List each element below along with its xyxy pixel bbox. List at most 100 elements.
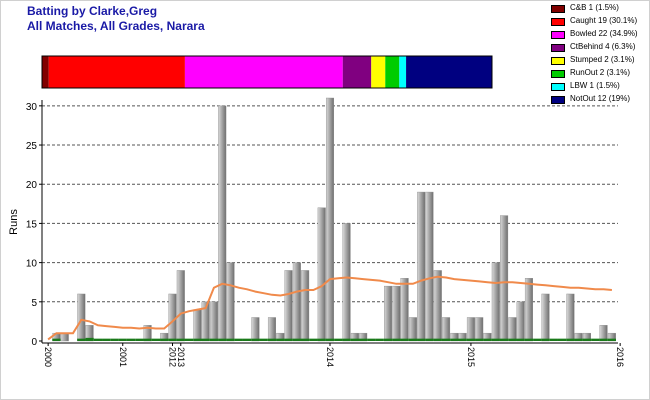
run-bar [392,285,401,342]
run-bar [541,293,550,342]
dismissal-segment [48,56,185,88]
balls-bar [582,338,592,341]
run-bar [325,97,335,342]
balls-bar [599,338,608,341]
run-bar [251,317,260,342]
x-tick-labels: 20002001201220132014201520162017 [43,343,625,367]
legend-label: Bowled 22 (34.9%) [570,29,638,38]
x-tick-label: 2000 [43,347,53,367]
balls-bar [425,338,434,341]
balls-bar [475,338,484,341]
balls-bar [359,338,368,341]
balls-bar [383,338,393,341]
chart-title: Batting by Clarke,Greg [27,4,158,18]
run-bar [408,317,417,342]
legend-swatch [551,18,565,26]
run-bar [491,262,500,342]
balls-bar [334,338,343,341]
legend-swatch [551,96,565,104]
run-bar [301,270,310,342]
run-bar [218,105,227,342]
legend-swatch [551,31,565,39]
balls-bar [118,338,127,341]
balls-bar [209,338,219,341]
balls-bar [135,338,144,341]
run-bar [60,332,69,342]
balls-bar [466,338,476,341]
x-tick-label: 2015 [466,347,476,367]
balls-bar [549,338,558,341]
balls-bar [234,338,243,341]
balls-bar [450,338,459,341]
run-bar [524,278,533,342]
run-bar [433,270,442,342]
run-bar [209,301,218,342]
legend-swatch [551,57,565,65]
balls-bar [392,338,401,341]
balls-bar [143,338,152,341]
legend-label: C&B 1 (1.5%) [570,3,619,12]
run-bar [442,317,451,342]
y-tick-label: 0 [31,337,37,348]
balls-bar [110,338,119,341]
balls-bar [259,338,268,341]
legend-label: Stumped 2 (3.1%) [570,55,635,64]
balls-bar [607,338,616,341]
legend-label: Caught 19 (30.1%) [570,16,638,25]
run-bar [425,191,434,342]
dismissal-segment [385,56,400,88]
balls-bar [408,338,418,341]
x-tick-label: 2014 [325,347,335,367]
run-bar [176,270,185,342]
average-line [47,275,612,341]
balls-bar [193,338,202,341]
balls-bar [516,338,525,341]
dismissal-bar [41,55,493,89]
y-tick-labels: 0 5 10 15 20 25 30 [26,102,42,348]
dismissal-segment [406,56,492,88]
run-bar [226,262,235,342]
balls-bar [433,338,442,341]
balls-bar [300,338,310,341]
balls-bar [375,338,384,341]
balls-bar [267,338,277,341]
x-tick-label: 2001 [118,347,128,367]
y-tick-label: 5 [31,298,37,309]
chart-subtitle: All Matches, All Grades, Narara [27,19,205,33]
balls-bar [184,338,194,341]
run-bar [508,317,517,342]
balls-bar [292,338,301,341]
balls-bar [201,338,210,341]
legend-label: CtBehind 4 (6.3%) [570,42,636,51]
balls-bar [93,338,103,341]
run-bar [475,317,484,342]
balls-bar [85,337,94,341]
balls-bar [566,338,575,341]
dismissal-segment [371,56,386,88]
balls-bar [226,338,235,341]
dismissal-segment [399,56,407,88]
balls-bar [400,338,409,341]
dismissal-segment [342,56,372,88]
balls-bar [242,338,252,341]
run-bar [500,215,509,342]
balls-bar [541,338,550,341]
balls-bar [417,338,426,341]
legend-swatch [551,70,565,78]
run-bar [284,270,293,342]
balls-bar [574,338,583,341]
balls-bar [151,338,161,341]
balls-bar [524,338,534,341]
balls-bar [483,338,492,341]
run-bar [417,191,426,342]
balls-bar [160,338,169,341]
balls-bar [126,338,136,341]
balls-bar [508,338,517,341]
legend-swatch [551,5,565,13]
legend-label: NotOut 12 (19%) [570,94,631,103]
dismissal-bar-border [41,55,493,89]
y-tick-label: 20 [26,180,38,191]
balls-bar [458,338,467,341]
balls-bar [168,338,177,341]
run-bar [267,317,276,342]
